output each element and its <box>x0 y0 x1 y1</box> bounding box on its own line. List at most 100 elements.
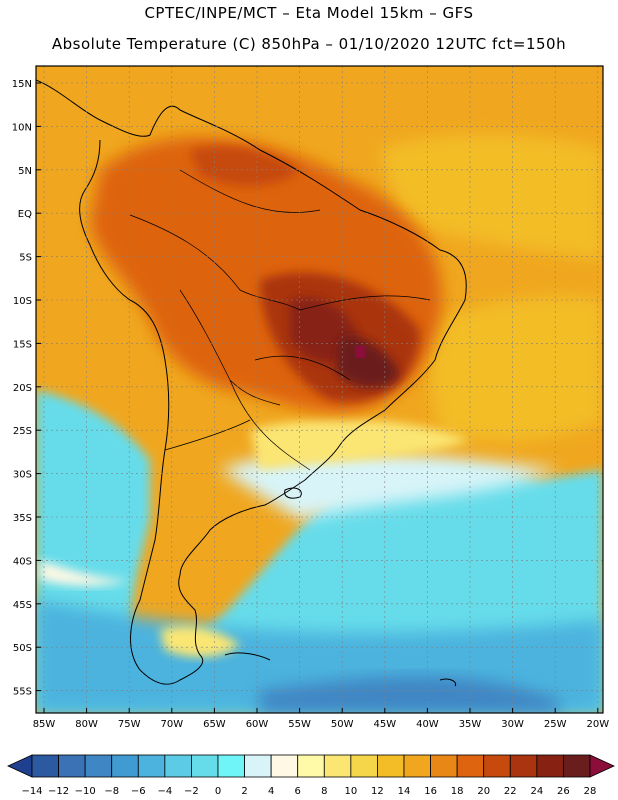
colorbar-tick-label: −6 <box>131 786 146 797</box>
colorbar-tick-label: 4 <box>268 786 274 797</box>
lat-label: 5S <box>19 253 32 264</box>
colorbar-swatch <box>217 754 245 778</box>
latitude-labels: 15N 10N 5N EQ 5S 10S 15S 20S 25S 30S 35S 40S 45S 50S 5… <box>12 79 41 698</box>
lon-label: 20W <box>586 719 609 730</box>
temperature-field <box>36 66 603 713</box>
lon-label: 30W <box>501 719 524 730</box>
colorbar-swatch <box>377 754 405 778</box>
colorbar-tick-label: −14 <box>21 786 42 797</box>
colorbar-swatch <box>403 754 431 778</box>
borders <box>129 169 431 471</box>
field-atlantic-band <box>420 296 603 441</box>
colorbar-swatch <box>456 754 485 778</box>
colorbar-swatch <box>58 754 86 778</box>
lat-label: 15N <box>12 79 32 90</box>
colorbar-tick-label: 22 <box>504 786 517 797</box>
lat-label: 55S <box>13 687 32 698</box>
colorbar-swatch <box>563 754 591 778</box>
chart-title-line2: Absolute Temperature (C) 850hPa – 01/10/… <box>51 35 567 53</box>
border-3 <box>229 379 311 471</box>
colorbar-swatch <box>270 754 299 778</box>
lon-label: 55W <box>288 719 311 730</box>
lon-label: 85W <box>33 719 56 730</box>
colorbar-swatch <box>84 754 113 778</box>
colorbar-tick-label: −2 <box>184 786 199 797</box>
lat-label: 20S <box>13 383 32 394</box>
lon-label: 25W <box>544 719 567 730</box>
colorbar-tick-label: 26 <box>557 786 570 797</box>
lat-label: 25S <box>13 426 32 437</box>
lat-label: 10S <box>13 296 32 307</box>
colorbar-tick-label: 2 <box>241 786 247 797</box>
colorbar-swatch <box>297 754 325 778</box>
colorbar-tick-label: 24 <box>530 786 543 797</box>
colorbar-tick-label: 0 <box>215 786 221 797</box>
colorbar-swatch <box>350 754 378 778</box>
lat-label: 30S <box>13 470 32 481</box>
colorbar-swatch <box>323 754 352 778</box>
lat-label: 15S <box>13 339 32 350</box>
border-7 <box>164 419 251 451</box>
colorbar-swatch <box>536 754 564 778</box>
colorbar-tick-label: 8 <box>321 786 327 797</box>
lon-label: 40W <box>416 719 439 730</box>
colorbar-tick-label: 12 <box>371 786 384 797</box>
border-6 <box>254 355 351 381</box>
field-peak <box>335 337 400 388</box>
coastline-island <box>439 678 457 687</box>
colorbar-swatch <box>509 754 538 778</box>
colorbar-min-arrow <box>7 754 33 778</box>
lat-label: 10N <box>12 122 32 133</box>
field-cool-band <box>220 451 560 520</box>
lat-label: 5N <box>18 166 32 177</box>
colorbar-swatch <box>191 754 219 778</box>
coastline-lagoon <box>284 487 302 499</box>
colorbar-swatch <box>31 754 59 778</box>
colorbar-swatch <box>244 754 272 778</box>
lat-label: 50S <box>13 643 32 654</box>
field-patagonia-warm <box>160 625 240 657</box>
field-north-atlantic <box>380 135 603 260</box>
border-1 <box>129 214 301 311</box>
border-2 <box>179 289 281 406</box>
longitude-labels: 85W 80W 75W 70W 65W 60W 55W 50W 45W 40W 35W 30W 25W 2… <box>33 708 609 730</box>
field-coldest <box>260 676 560 713</box>
lon-label: 75W <box>118 719 141 730</box>
colorbar-tick-label: −10 <box>75 786 96 797</box>
lon-label: 35W <box>459 719 482 730</box>
colorbar-tick-label: −12 <box>48 786 69 797</box>
colorbar-tick-label: 14 <box>398 786 411 797</box>
colorbar-tick-label: 10 <box>344 786 357 797</box>
lon-label: 70W <box>160 719 183 730</box>
lat-label: EQ <box>18 209 32 220</box>
colorbar-tick-label: −8 <box>104 786 119 797</box>
colorbar-swatch <box>430 754 458 778</box>
lat-label: 35S <box>13 513 32 524</box>
colorbar-swatch <box>111 754 139 778</box>
colorbar-swatch <box>164 754 192 778</box>
field-mild-band <box>250 419 470 470</box>
border-5 <box>299 295 431 311</box>
colorbar-tick-label: 6 <box>295 786 301 797</box>
colorbar-tick-label: 16 <box>424 786 437 797</box>
lat-label: 45S <box>13 600 32 611</box>
colorbar-tick-label: −4 <box>157 786 172 797</box>
lon-label: 50W <box>331 719 354 730</box>
lat-label: 40S <box>13 556 32 567</box>
colorbar-tick-label: 28 <box>584 786 597 797</box>
colorbar: −14 −12 −10 −8 −6 −4 −2 0 2 4 6 8 10 12 14 16 18 20 22 24 26… <box>7 754 615 797</box>
coastline-falklands <box>224 652 271 661</box>
field-max-cell <box>355 346 365 358</box>
colorbar-swatch <box>483 754 511 778</box>
colorbar-max-arrow <box>589 754 615 778</box>
colorbar-tick-label: 20 <box>477 786 490 797</box>
field-pacific-light <box>40 560 130 586</box>
border-4 <box>179 169 321 213</box>
lon-label: 65W <box>203 719 226 730</box>
lon-label: 60W <box>246 719 269 730</box>
lon-label: 80W <box>75 719 98 730</box>
plot-frame <box>35 65 604 714</box>
colorbar-swatch <box>137 754 166 778</box>
colorbar-tick-label: 18 <box>451 786 464 797</box>
